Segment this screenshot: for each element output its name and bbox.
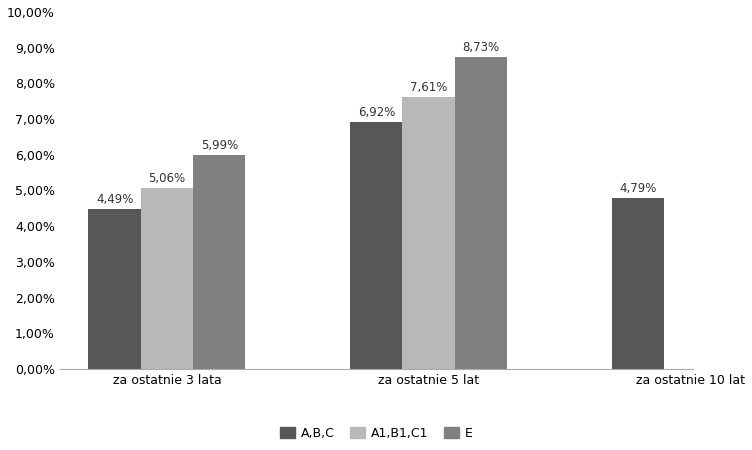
Bar	[455, 57, 507, 369]
Text: 5,06%: 5,06%	[148, 172, 186, 185]
Bar	[402, 97, 455, 369]
Bar	[612, 198, 664, 369]
Legend: A,B,C, A1,B1,C1, E: A,B,C, A1,B1,C1, E	[274, 422, 478, 445]
Text: 7,61%: 7,61%	[410, 81, 447, 94]
Text: 6,92%: 6,92%	[358, 106, 395, 119]
Bar	[141, 189, 193, 369]
Bar	[350, 122, 402, 369]
Text: 4,49%: 4,49%	[96, 193, 133, 206]
Text: 8,73%: 8,73%	[462, 41, 499, 54]
Bar	[89, 209, 141, 369]
Text: 4,79%: 4,79%	[620, 182, 656, 195]
Bar	[193, 155, 245, 369]
Text: 5,99%: 5,99%	[201, 139, 238, 152]
